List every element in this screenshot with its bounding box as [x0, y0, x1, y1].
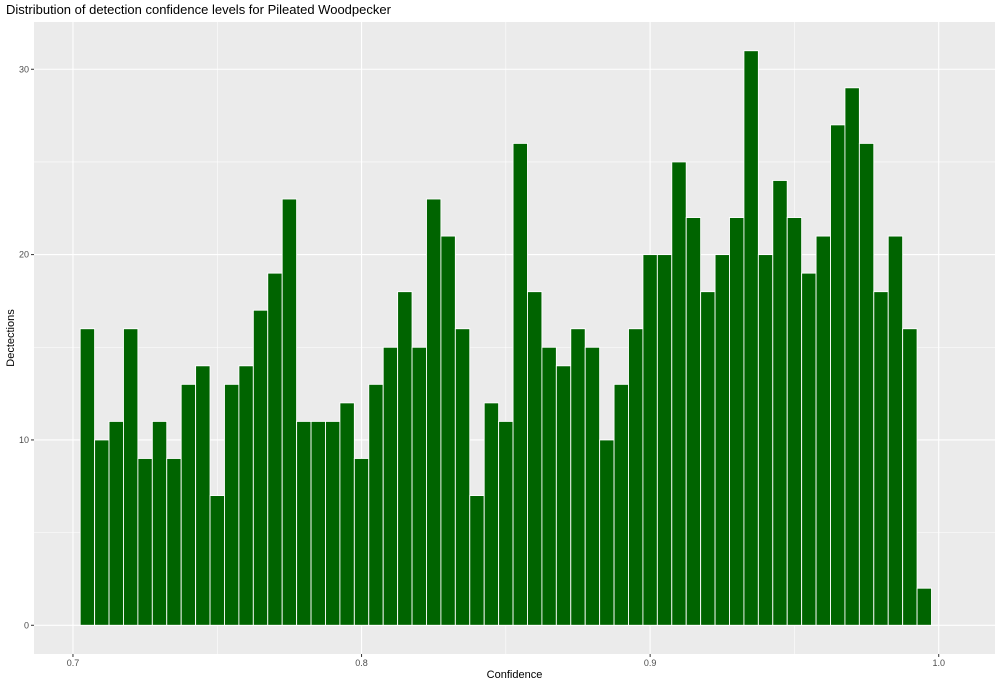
x-axis-title: Confidence: [487, 669, 543, 681]
histogram-bar: [570, 328, 586, 626]
histogram-bar: [151, 420, 168, 626]
histogram-bar: [743, 50, 759, 626]
histogram-bar: [281, 198, 298, 626]
histogram-bar: [238, 365, 254, 626]
histogram-bar: [94, 439, 110, 626]
histogram-bar: [584, 346, 601, 626]
histogram-bar: [166, 458, 182, 626]
histogram-bar: [310, 420, 326, 626]
histogram-bar: [382, 346, 399, 626]
histogram-bar: [555, 365, 572, 626]
histogram-bar: [195, 365, 211, 626]
bars: [79, 50, 932, 626]
histogram-bar: [714, 254, 730, 626]
histogram-bar: [656, 254, 673, 626]
histogram-bar: [108, 420, 124, 626]
histogram-bar: [353, 458, 370, 626]
histogram-bar: [180, 383, 197, 626]
histogram-bar: [844, 87, 860, 626]
y-tick-label: 10: [19, 435, 29, 445]
histogram-bar: [541, 346, 557, 626]
histogram-bar: [685, 217, 702, 626]
histogram-bar: [123, 328, 139, 626]
histogram-bar: [224, 383, 240, 626]
histogram-bar: [700, 291, 716, 626]
y-axis-title: Dectections: [5, 309, 17, 367]
histogram-bar: [902, 328, 918, 626]
histogram-bar: [916, 587, 932, 626]
histogram-bar: [368, 383, 384, 626]
histogram-bar: [671, 161, 687, 626]
histogram-bar: [469, 495, 485, 626]
chart-title: Distribution of detection confidence lev…: [6, 2, 391, 17]
x-tick-label: 1.0: [932, 658, 945, 668]
histogram-bar: [873, 291, 889, 626]
y-tick-label: 0: [24, 620, 29, 630]
histogram-bar: [440, 235, 456, 626]
histogram-bar: [267, 272, 283, 626]
histogram-bar: [858, 142, 875, 626]
histogram-bar: [599, 439, 615, 626]
x-axis-ticks: 0.7 0.8 0.9 1.0: [67, 654, 945, 668]
histogram-bar: [454, 328, 471, 626]
histogram-bar: [642, 254, 658, 626]
x-tick-label: 0.8: [355, 658, 368, 668]
histogram-bar: [296, 420, 312, 626]
histogram-bar: [512, 142, 528, 626]
histogram-bar: [628, 328, 644, 626]
x-tick-label: 0.9: [644, 658, 657, 668]
histogram-bar: [79, 328, 96, 626]
histogram-bar: [527, 291, 543, 626]
y-tick-label: 20: [19, 250, 29, 260]
histogram-bar: [887, 235, 904, 626]
histogram-bar: [815, 235, 831, 626]
histogram-bar: [729, 217, 745, 626]
x-tick-label: 0.7: [67, 658, 80, 668]
y-axis-ticks: 0 10 20 30: [19, 64, 34, 630]
histogram-bar: [757, 254, 774, 626]
histogram-bar: [498, 420, 514, 626]
histogram-bar: [209, 495, 225, 626]
histogram-bar: [786, 217, 803, 626]
histogram-bar: [830, 124, 846, 626]
histogram-bar: [483, 402, 500, 626]
histogram-bar: [613, 383, 629, 626]
histogram-bar: [772, 180, 788, 626]
histogram-bar: [801, 272, 817, 626]
histogram-bar: [397, 291, 413, 626]
histogram-bar: [252, 309, 269, 626]
histogram-bar: [426, 198, 442, 626]
y-tick-label: 30: [19, 64, 29, 74]
histogram-bar: [411, 346, 427, 626]
histogram-bar: [325, 420, 341, 626]
histogram-bar: [137, 458, 153, 626]
histogram-bar: [339, 402, 355, 626]
